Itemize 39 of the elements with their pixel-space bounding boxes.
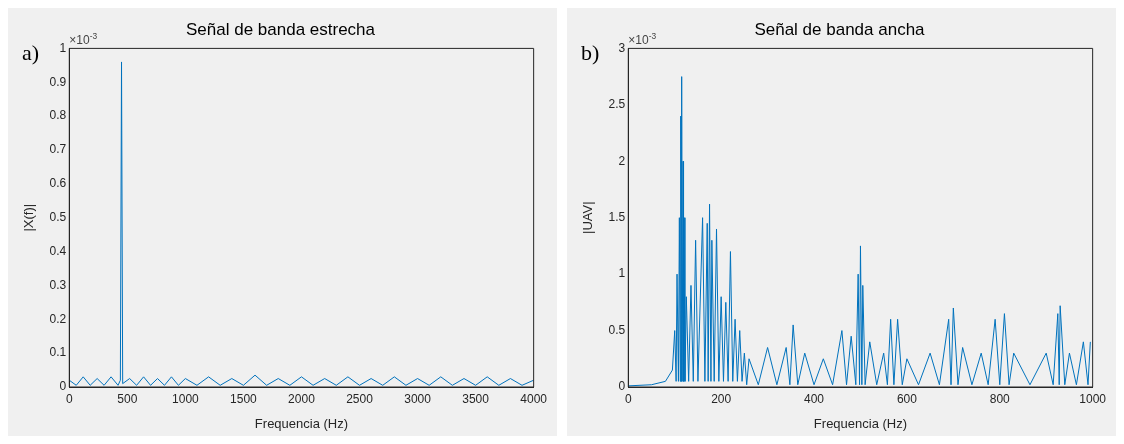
x-tick-label: 500 — [117, 391, 138, 406]
y-tick-label: 1 — [618, 266, 626, 281]
x-axis-title: Frequencia (Hz) — [254, 415, 349, 431]
y-tick-label: 3 — [618, 40, 626, 55]
y-tick-label: 1 — [59, 40, 67, 55]
text: b) — [581, 40, 600, 66]
x-axis-title: Frequencia (Hz) — [813, 415, 908, 431]
x-tick-label: 200 — [711, 391, 732, 406]
y-tick-label: 0.2 — [49, 311, 67, 326]
x-tick-label: 4000 — [520, 391, 548, 406]
y-tick-label: 0.5 — [608, 322, 626, 337]
x-tick-label: 2500 — [346, 391, 374, 406]
y-tick-label: 0.9 — [49, 74, 67, 89]
x-tick-label: 800 — [989, 391, 1011, 406]
y-tick-label: 0 — [618, 379, 626, 394]
y-tick-label: 0.5 — [49, 210, 67, 225]
y-tick-label: 0 — [59, 379, 67, 394]
y-tick-label: 0.1 — [49, 345, 67, 360]
y-axis-title: |UAV| — [580, 201, 596, 234]
x-tick-label: 3500 — [462, 391, 490, 406]
y-tick-label: 2.5 — [608, 97, 626, 112]
text: a) — [22, 40, 40, 66]
y-tick-label: 0.7 — [49, 142, 67, 157]
y-tick-label: 0.8 — [49, 108, 67, 123]
x-tick-label: 1500 — [230, 391, 258, 406]
y-tick-label: 0.6 — [49, 176, 67, 191]
x-tick-label: 400 — [804, 391, 825, 406]
x-tick-label: 1000 — [1079, 391, 1107, 406]
x-tick-label: 2000 — [288, 391, 316, 406]
y-tick-label: 1.5 — [608, 210, 626, 225]
y-axis-title: |X(f)| — [21, 203, 37, 232]
y-tick-label: 0.4 — [49, 243, 67, 258]
y-tick-label: 2 — [618, 153, 626, 168]
x-tick-label: 3000 — [404, 391, 432, 406]
y-tick-label: 0.3 — [49, 277, 67, 292]
x-tick-label: 600 — [896, 391, 918, 406]
chart-title: Señal de banda estrecha — [185, 19, 376, 39]
x-tick-label: 1000 — [172, 391, 200, 406]
chart-title: Señal de banda ancha — [754, 19, 926, 39]
